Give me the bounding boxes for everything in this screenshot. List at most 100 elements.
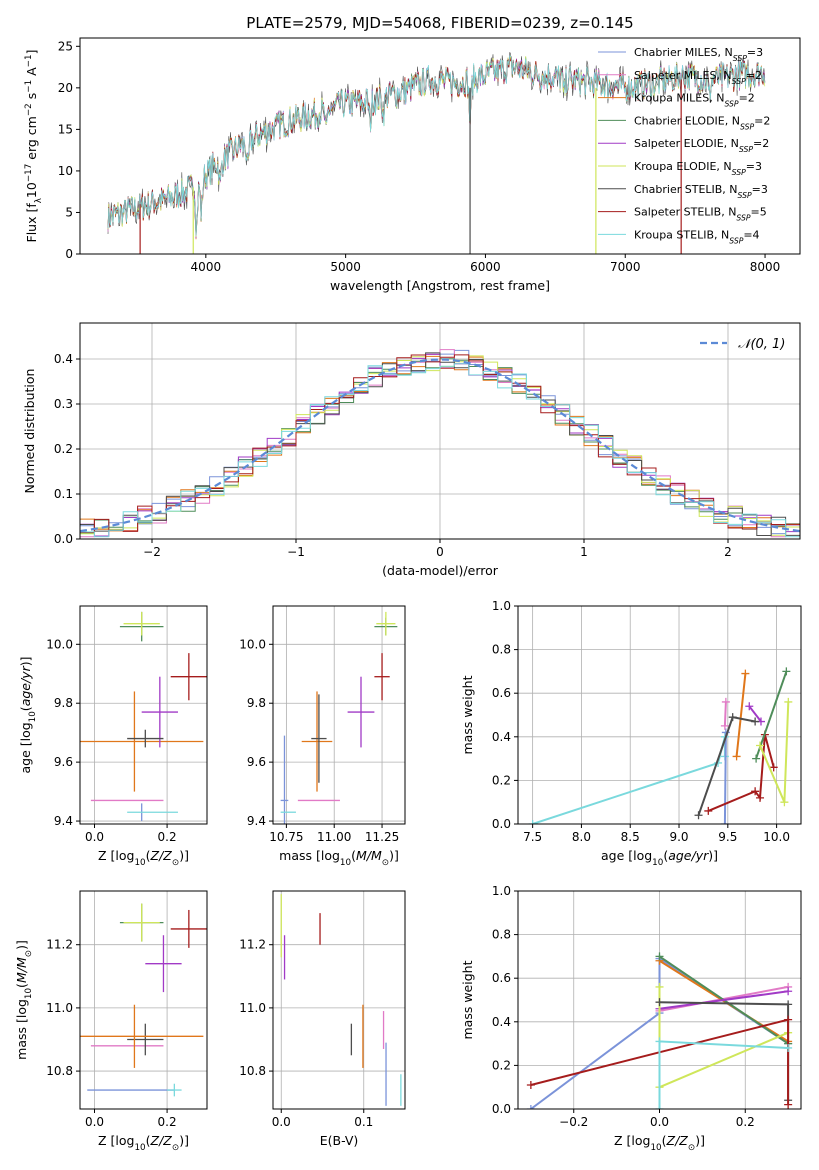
- weight-marker: [732, 752, 741, 761]
- weight-marker: [756, 793, 765, 802]
- weight-line-kroupa-miles: [735, 673, 747, 757]
- text-run: =2: [746, 69, 762, 82]
- point-salpeter-stelib: [170, 653, 207, 701]
- weight-marker: [769, 763, 778, 772]
- weight-marker: [655, 1105, 664, 1109]
- text-run: Salpeter STELIB, N: [634, 206, 736, 219]
- y-axis-label: Normed distribution: [22, 369, 37, 494]
- y-tick-label: 9.6: [54, 755, 73, 769]
- x-tick-label: 5000: [330, 260, 361, 274]
- text-run: s: [24, 93, 39, 104]
- x-axis-label: (data-model)/error: [382, 563, 499, 578]
- y-tick-label: 15: [58, 122, 73, 136]
- y-axis-label: mass weight: [460, 675, 475, 754]
- weight-line-chabrier-miles: [723, 732, 727, 824]
- y-tick-label: 9.8: [54, 696, 73, 710]
- weight-marker: [751, 717, 760, 726]
- point-salpeter-elodie: [347, 676, 375, 748]
- spectrum-line-kroupa-stelib: [107, 55, 766, 236]
- weight-marker: [784, 1015, 793, 1024]
- x-tick-label: 8.0: [572, 830, 591, 844]
- legend-label: Kroupa MILES, NSSP=2: [634, 92, 755, 109]
- x-tick-label: 4000: [191, 260, 222, 274]
- point-kroupa-elodie: [376, 611, 396, 636]
- text-run: )]: [179, 1133, 189, 1148]
- text-run: Flux [f: [24, 203, 39, 243]
- legend-label: Chabrier ELODIE, NSSP=2: [634, 114, 770, 130]
- x-tick-label: 8000: [750, 260, 781, 274]
- text-run: 10: [650, 1143, 661, 1153]
- weight-marker: [784, 1100, 793, 1109]
- text-run: Z/Z: [150, 1133, 173, 1148]
- y-tick-label: 0.6: [492, 971, 511, 985]
- x-tick-label: 7000: [610, 260, 641, 274]
- age-vs-metallicity-panel: 0.0 0.29.49.69.810.0Z [log10(Z/Z⊙)]age [l…: [18, 605, 208, 868]
- weight-line-chabrier-stelib: [659, 1001, 790, 1101]
- text-run: Salpeter MILES, N: [634, 69, 732, 82]
- text-run: Chabrier STELIB, N: [634, 183, 738, 196]
- text-run: SSP: [732, 168, 746, 177]
- axes-frame: [79, 605, 208, 825]
- x-tick-label: 10.0: [763, 830, 790, 844]
- y-tick-label: 0.2: [54, 442, 73, 456]
- legend-label: Salpeter MILES, NSSP=2: [634, 69, 762, 86]
- y-axis-label: Flux [fλ10−17 erg cm−2 s−1 A−1]: [24, 50, 44, 243]
- y-tick-label: 0.4: [492, 1015, 511, 1029]
- y-tick-label: 1.0: [492, 884, 511, 898]
- text-run: M/M: [14, 957, 29, 983]
- point-chabrier-stelib: [311, 694, 327, 783]
- text-run: −17: [24, 164, 34, 182]
- x-tick-label: 1: [580, 545, 588, 559]
- weight-marker: [526, 1081, 535, 1090]
- weight-marker: [741, 669, 750, 678]
- x-axis-label: mass [log10(M/M⊙)]: [279, 848, 399, 868]
- weight-marker: [780, 798, 789, 807]
- weight-marker: [655, 952, 664, 961]
- point-kroupa-miles: [301, 691, 333, 792]
- text-run: Z [log: [614, 1133, 650, 1148]
- point-kroupa-miles: [80, 691, 204, 792]
- text-run: mass weight: [460, 675, 475, 754]
- text-run: SSP: [736, 213, 750, 222]
- text-run: SSP: [724, 99, 738, 108]
- point-kroupa-elodie: [123, 903, 160, 942]
- text-run: =2: [753, 137, 769, 150]
- text-run: erg cm: [24, 116, 39, 164]
- text-run: )]: [14, 940, 29, 950]
- text-run: Z/Z: [666, 1133, 689, 1148]
- y-tick-label: 0.3: [54, 397, 73, 411]
- text-run: (: [146, 848, 151, 863]
- y-tick-label: 11.0: [46, 1001, 73, 1015]
- plot-area: [80, 349, 800, 538]
- text-run: Chabrier ELODIE, N: [634, 114, 740, 127]
- x-tick-label: 0.2: [158, 830, 177, 844]
- y-tick-label: 10: [58, 164, 73, 178]
- text-run: (: [14, 983, 29, 988]
- y-tick-label: 0.0: [492, 1102, 511, 1116]
- legend-label: Kroupa ELODIE, NSSP=3: [634, 160, 762, 177]
- text-run: SSP: [729, 236, 743, 245]
- weight-marker: [720, 721, 729, 730]
- x-tick-label: 0.0: [650, 1115, 669, 1129]
- normal-legend: 𝒩(0, 1): [700, 337, 785, 352]
- text-run: =5: [751, 206, 767, 219]
- y-tick-label: 0.2: [492, 1058, 511, 1072]
- x-axis-label: Z [log10(Z/Z⊙)]: [614, 1133, 705, 1153]
- text-run: Z [log: [98, 1133, 134, 1148]
- y-tick-label: 0.4: [54, 352, 73, 366]
- legend-label: Salpeter STELIB, NSSP=5: [634, 206, 767, 223]
- weight-marker: [752, 754, 761, 763]
- y-tick-label: 20: [58, 81, 73, 95]
- y-tick-label: 9.6: [247, 755, 266, 769]
- weight-marker: [782, 667, 791, 676]
- legend-label: Kroupa STELIB, NSSP=4: [634, 228, 760, 245]
- text-run: −1: [24, 54, 34, 67]
- point-salpeter-stelib: [374, 653, 390, 701]
- spectrum-panel: 4000 5000 6000 7000 8000 0 5 10 15 20 25 wavelength…: [24, 37, 801, 293]
- mass-weight-vs-age-panel: 7.5 8.0 8.5 9.0 9.5 10.0 0.0 0.2 0.4 0.6 0.8 1.0 age…: [460, 599, 802, 868]
- y-tick-label: 0: [65, 247, 73, 261]
- text-run: (: [662, 1133, 667, 1148]
- weight-line-salpeter-elodie: [748, 705, 762, 723]
- text-run: mass weight: [460, 960, 475, 1039]
